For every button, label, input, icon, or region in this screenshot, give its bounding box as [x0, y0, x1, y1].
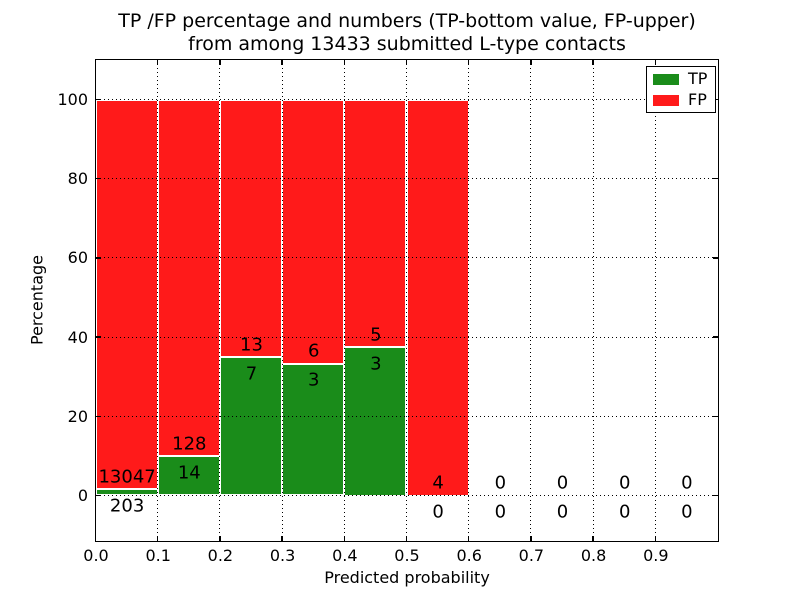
legend-label-tp: TP	[688, 69, 708, 88]
x-tick-mark	[219, 535, 221, 541]
plot-area	[94, 58, 719, 542]
x-tick-mark	[467, 59, 470, 65]
tp-count-label: 0	[494, 501, 507, 523]
v-gridline	[592, 59, 594, 541]
x-tick-label: 0.3	[269, 546, 296, 565]
fp-count-label: 13	[240, 334, 263, 356]
x-tick-mark	[405, 535, 408, 541]
x-tick-label: 0.4	[332, 546, 358, 565]
x-tick-mark	[343, 535, 346, 541]
bar-segment-tp	[95, 489, 158, 496]
x-tick-mark	[467, 535, 470, 541]
bar-segment-fp	[406, 99, 469, 496]
legend-label-fp: FP	[688, 90, 707, 109]
y-tick-mark	[95, 494, 101, 497]
tp-count-label: 203	[109, 495, 145, 517]
x-tick-mark	[94, 535, 97, 541]
x-tick-label: 0.9	[643, 546, 669, 565]
fp-color-swatch-icon	[653, 94, 679, 106]
x-tick-mark	[654, 59, 657, 65]
fp-count-label: 0	[618, 472, 631, 494]
bar-segment-fp	[282, 99, 345, 364]
fp-count-label: 0	[556, 472, 569, 494]
legend-item-fp: FP	[653, 92, 709, 108]
v-gridline	[468, 59, 470, 541]
tp-count-label: 3	[307, 369, 320, 391]
tp-count-label: 3	[370, 353, 382, 375]
fp-count-label: 5	[370, 324, 382, 346]
x-tick-mark	[530, 59, 532, 65]
y-tick-label: 100	[57, 90, 88, 109]
bar-segment-tp	[344, 347, 407, 496]
x-tick-mark	[156, 59, 159, 65]
y-tick-label: 40	[67, 327, 88, 347]
y-tick-mark	[712, 177, 718, 180]
x-tick-label: 0.2	[207, 546, 234, 565]
v-gridline	[343, 59, 345, 541]
chart-title-line2: from among 13433 submitted L-type contac…	[188, 33, 626, 55]
x-tick-mark	[281, 535, 283, 541]
bar-segment-fp	[219, 99, 283, 357]
x-tick-mark	[94, 59, 97, 65]
chart-title-line1: TP /FP percentage and numbers (TP-bottom…	[118, 10, 696, 32]
y-tick-label: 20	[67, 406, 88, 426]
fp-count-label: 4	[432, 472, 444, 494]
x-tick-mark	[654, 535, 657, 541]
bar-segment-fp	[95, 99, 158, 490]
x-tick-label: 0.6	[456, 546, 482, 565]
x-tick-mark	[405, 59, 408, 65]
y-tick-mark	[712, 257, 718, 259]
tp-count-label: 0	[556, 501, 569, 523]
y-tick-label: 80	[67, 169, 88, 189]
fp-count-label: 0	[681, 472, 693, 494]
tp-count-label: 7	[245, 363, 258, 385]
x-axis-label: Predicted probability	[324, 568, 490, 587]
y-tick-mark	[95, 415, 101, 418]
y-tick-mark	[95, 336, 101, 338]
fp-count-label: 0	[494, 472, 507, 494]
bar-segment-tp	[219, 356, 283, 496]
x-tick-label: 0.7	[518, 546, 545, 565]
y-tick-mark	[95, 98, 101, 101]
x-tick-mark	[530, 535, 532, 541]
bar-segment-fp	[344, 99, 407, 347]
bar-segment-tp	[282, 363, 345, 496]
x-tick-label: 0.1	[145, 546, 171, 565]
v-gridline	[406, 59, 407, 541]
y-tick-mark	[712, 336, 718, 338]
x-tick-mark	[592, 535, 594, 541]
tp-count-label: 14	[177, 462, 201, 484]
tp-count-label: 0	[681, 501, 693, 523]
y-tick-mark	[95, 257, 101, 259]
v-gridline	[157, 59, 159, 541]
x-tick-label: 0.8	[580, 546, 607, 565]
v-gridline	[654, 59, 656, 541]
x-tick-mark	[343, 59, 346, 65]
y-tick-mark	[712, 494, 718, 497]
tp-color-swatch-icon	[653, 73, 679, 85]
fp-count-label: 6	[307, 340, 320, 362]
x-tick-label: 0.5	[394, 546, 420, 565]
x-tick-label: 0.0	[83, 546, 109, 565]
x-tick-mark	[592, 59, 594, 65]
legend: TP FP	[646, 66, 716, 113]
tp-count-label: 0	[432, 501, 444, 523]
v-gridline	[530, 59, 532, 541]
y-tick-label: 0	[77, 486, 88, 505]
legend-item-tp: TP	[653, 71, 709, 87]
tp-count-label: 0	[618, 501, 631, 523]
bar-segment-fp	[157, 99, 220, 457]
bar-segment-tp	[157, 456, 220, 496]
y-tick-label: 60	[67, 248, 88, 268]
y-tick-mark	[712, 415, 718, 418]
x-tick-mark	[219, 59, 221, 65]
x-tick-mark	[281, 59, 283, 65]
y-tick-mark	[95, 177, 101, 180]
x-tick-mark	[156, 535, 159, 541]
fp-count-label: 128	[172, 433, 207, 455]
v-gridline	[281, 59, 283, 541]
v-gridline	[219, 59, 221, 541]
fp-count-label: 13047	[98, 466, 156, 488]
